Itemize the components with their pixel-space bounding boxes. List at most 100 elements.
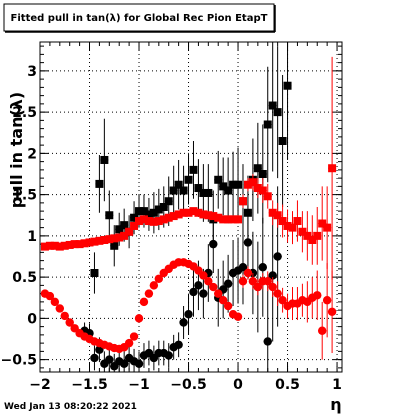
data-point-square bbox=[174, 210, 183, 219]
data-point-square bbox=[75, 240, 84, 249]
data-point-square bbox=[110, 241, 119, 250]
data-point-square bbox=[323, 223, 332, 232]
data-point-square bbox=[110, 234, 119, 243]
data-point-square bbox=[214, 175, 223, 184]
data-point-square bbox=[179, 186, 188, 195]
data-point-square bbox=[139, 207, 148, 216]
data-point-square bbox=[214, 213, 223, 222]
data-point-square bbox=[194, 208, 203, 217]
data-point-square bbox=[194, 184, 203, 193]
data-point-circle bbox=[317, 326, 327, 335]
data-point-square bbox=[189, 165, 198, 174]
data-point-circle bbox=[65, 318, 74, 327]
data-point-square bbox=[243, 180, 252, 189]
series-3 bbox=[40, 258, 337, 360]
x-tick-label: −2 bbox=[29, 377, 50, 393]
data-point-circle bbox=[174, 340, 183, 349]
data-point-square bbox=[308, 236, 317, 244]
data-point-circle bbox=[258, 263, 267, 272]
data-point-circle bbox=[124, 338, 134, 348]
data-point-square bbox=[144, 210, 153, 219]
data-point-square bbox=[120, 231, 129, 240]
data-point-square bbox=[248, 178, 257, 187]
data-point-square bbox=[159, 215, 168, 224]
data-point-circle bbox=[238, 263, 248, 272]
y-tick-label: 2.5 bbox=[12, 105, 37, 121]
data-point-square bbox=[288, 223, 297, 232]
data-point-circle bbox=[149, 281, 159, 290]
y-tick-label: 1 bbox=[27, 229, 37, 245]
data-point-circle bbox=[313, 291, 322, 300]
data-point-square bbox=[164, 213, 173, 222]
data-point-square bbox=[253, 164, 262, 173]
data-point-square bbox=[130, 221, 139, 230]
data-point-square bbox=[174, 180, 183, 189]
data-point-square bbox=[80, 239, 89, 248]
data-point-square bbox=[184, 208, 193, 217]
data-point-circle bbox=[243, 268, 253, 278]
title-frame bbox=[3, 3, 275, 32]
data-point-circle bbox=[199, 271, 208, 280]
data-point-square bbox=[229, 180, 238, 189]
data-point-square bbox=[100, 236, 109, 244]
data-point-square bbox=[139, 215, 148, 224]
data-point-square bbox=[263, 120, 272, 129]
data-point-circle bbox=[253, 282, 263, 292]
data-point-square bbox=[209, 212, 218, 221]
data-point-circle bbox=[90, 353, 99, 363]
data-point-circle bbox=[322, 296, 332, 305]
data-point-circle bbox=[263, 337, 272, 346]
data-point-square bbox=[105, 211, 114, 220]
data-point-square bbox=[258, 170, 267, 178]
data-point-square bbox=[268, 208, 277, 217]
data-point-square bbox=[164, 197, 173, 206]
data-point-circle bbox=[218, 296, 228, 305]
data-point-square bbox=[204, 188, 213, 197]
data-point-circle bbox=[134, 314, 144, 323]
data-point-square bbox=[258, 186, 267, 195]
data-point-square bbox=[100, 155, 109, 164]
data-point-square bbox=[120, 221, 129, 230]
y-tick-label: 3 bbox=[27, 64, 37, 80]
data-point-square bbox=[283, 81, 292, 90]
x-tick-label: 0 bbox=[233, 377, 243, 393]
chart-title: Fitted pull in tan(λ) for Global Rec Pio… bbox=[11, 13, 268, 24]
x-tick-label: 1 bbox=[332, 377, 342, 393]
data-point-square bbox=[45, 241, 54, 250]
data-point-circle bbox=[129, 332, 139, 341]
data-point-square bbox=[179, 208, 188, 217]
data-point-square bbox=[90, 237, 99, 246]
data-point-circle bbox=[134, 359, 144, 368]
data-point-square bbox=[219, 182, 228, 191]
x-tick-label: −1 bbox=[128, 377, 149, 393]
data-point-square bbox=[283, 221, 292, 230]
data-point-square bbox=[135, 207, 144, 216]
x-tick-label: −1.5 bbox=[71, 377, 108, 393]
y-tick-label: 2 bbox=[27, 146, 37, 162]
data-point-circle bbox=[199, 289, 208, 298]
data-point-square bbox=[169, 212, 178, 221]
data-point-square bbox=[303, 231, 312, 240]
data-point-square bbox=[328, 164, 337, 173]
data-point-circle bbox=[139, 297, 149, 307]
data-marks bbox=[40, 42, 337, 372]
data-point-circle bbox=[273, 252, 282, 261]
y-tick-label: −0.5 bbox=[0, 353, 37, 369]
data-point-square bbox=[159, 203, 168, 211]
data-point-circle bbox=[209, 282, 218, 292]
data-point-square bbox=[40, 242, 49, 251]
x-tick-label: −0.5 bbox=[170, 377, 207, 393]
data-point-square bbox=[149, 217, 158, 226]
data-point-square bbox=[229, 215, 238, 224]
data-point-square bbox=[204, 211, 213, 220]
data-point-circle bbox=[223, 279, 233, 288]
series-0 bbox=[90, 42, 292, 294]
data-point-circle bbox=[233, 312, 243, 321]
data-point-circle bbox=[209, 239, 218, 249]
data-point-circle bbox=[214, 289, 223, 298]
series-2 bbox=[40, 56, 337, 280]
plot-frame bbox=[39, 41, 343, 373]
data-point-square bbox=[60, 241, 69, 250]
